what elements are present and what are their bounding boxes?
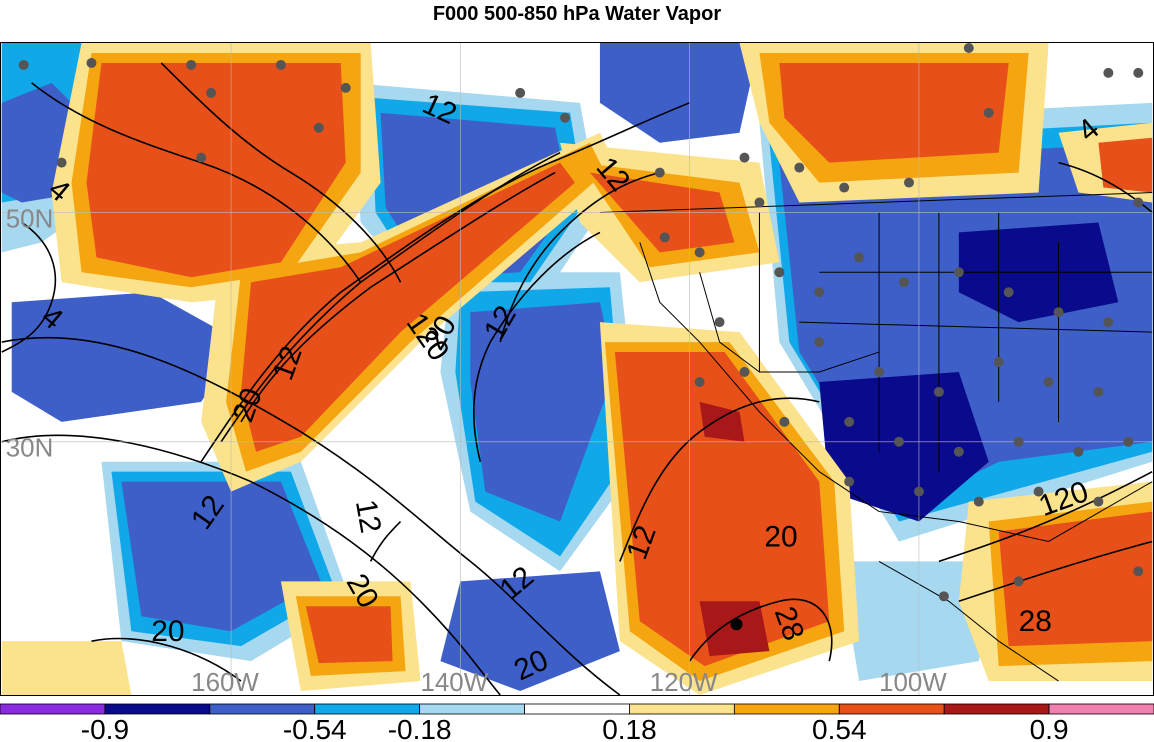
colorbar-tick-label: -0.54 [283, 714, 347, 742]
contour-label: 12 [349, 497, 387, 535]
colorbar-swatch [1048, 703, 1154, 715]
boundary-lines [599, 192, 1153, 682]
lon-label-140w: 140W [420, 669, 488, 696]
colorbar-swatches [0, 703, 1154, 715]
colorbar-tick-label: 0.9 [1030, 714, 1069, 742]
colorbar-ticks: -0.9 -0.54 -0.18 0.18 0.54 0.9 [81, 714, 1069, 742]
colorbar-swatch [629, 703, 735, 715]
low-center-marker [730, 618, 743, 631]
colorbar-tick-label: 0.18 [602, 714, 657, 742]
colorbar-swatch [314, 703, 421, 715]
lon-label-160w: 160W [191, 669, 259, 696]
colorbar-swatch [0, 703, 106, 715]
contour-label: 20 [151, 615, 184, 648]
colorbar-tick-label: -0.18 [388, 714, 452, 742]
station-dots [18, 43, 1144, 602]
graticule [1, 43, 1153, 695]
colorbar-swatch [733, 703, 840, 715]
colorbar: -0.9 -0.54 -0.18 0.18 0.54 0.9 [0, 703, 1154, 742]
colorbar-swatch [524, 703, 630, 715]
colorbar-swatch [419, 703, 525, 715]
colorbar-swatch [838, 703, 945, 715]
contour-label: 20 [764, 520, 797, 553]
contour-label: 28 [1019, 605, 1052, 638]
lon-label-120w: 120W [650, 669, 718, 696]
map-title: F000 500-850 hPa Water Vapor [432, 3, 722, 25]
contour-lines [1, 62, 1153, 695]
lon-label-100w: 100W [879, 669, 947, 696]
colorbar-swatch [943, 703, 1050, 715]
lat-label-50n: 50N [6, 205, 54, 233]
colorbar-tick-label: -0.9 [81, 714, 129, 742]
water-vapor-map: 50N 30N 160W 140W 120W 100W 12 12 4 4 20… [0, 42, 1154, 696]
colorbar-tick-label: 0.54 [812, 714, 867, 742]
lat-label-30n: 30N [6, 435, 54, 463]
red-orange-regions [86, 62, 1153, 667]
colorbar-swatch [104, 703, 211, 715]
colorbar-swatch [209, 703, 316, 715]
